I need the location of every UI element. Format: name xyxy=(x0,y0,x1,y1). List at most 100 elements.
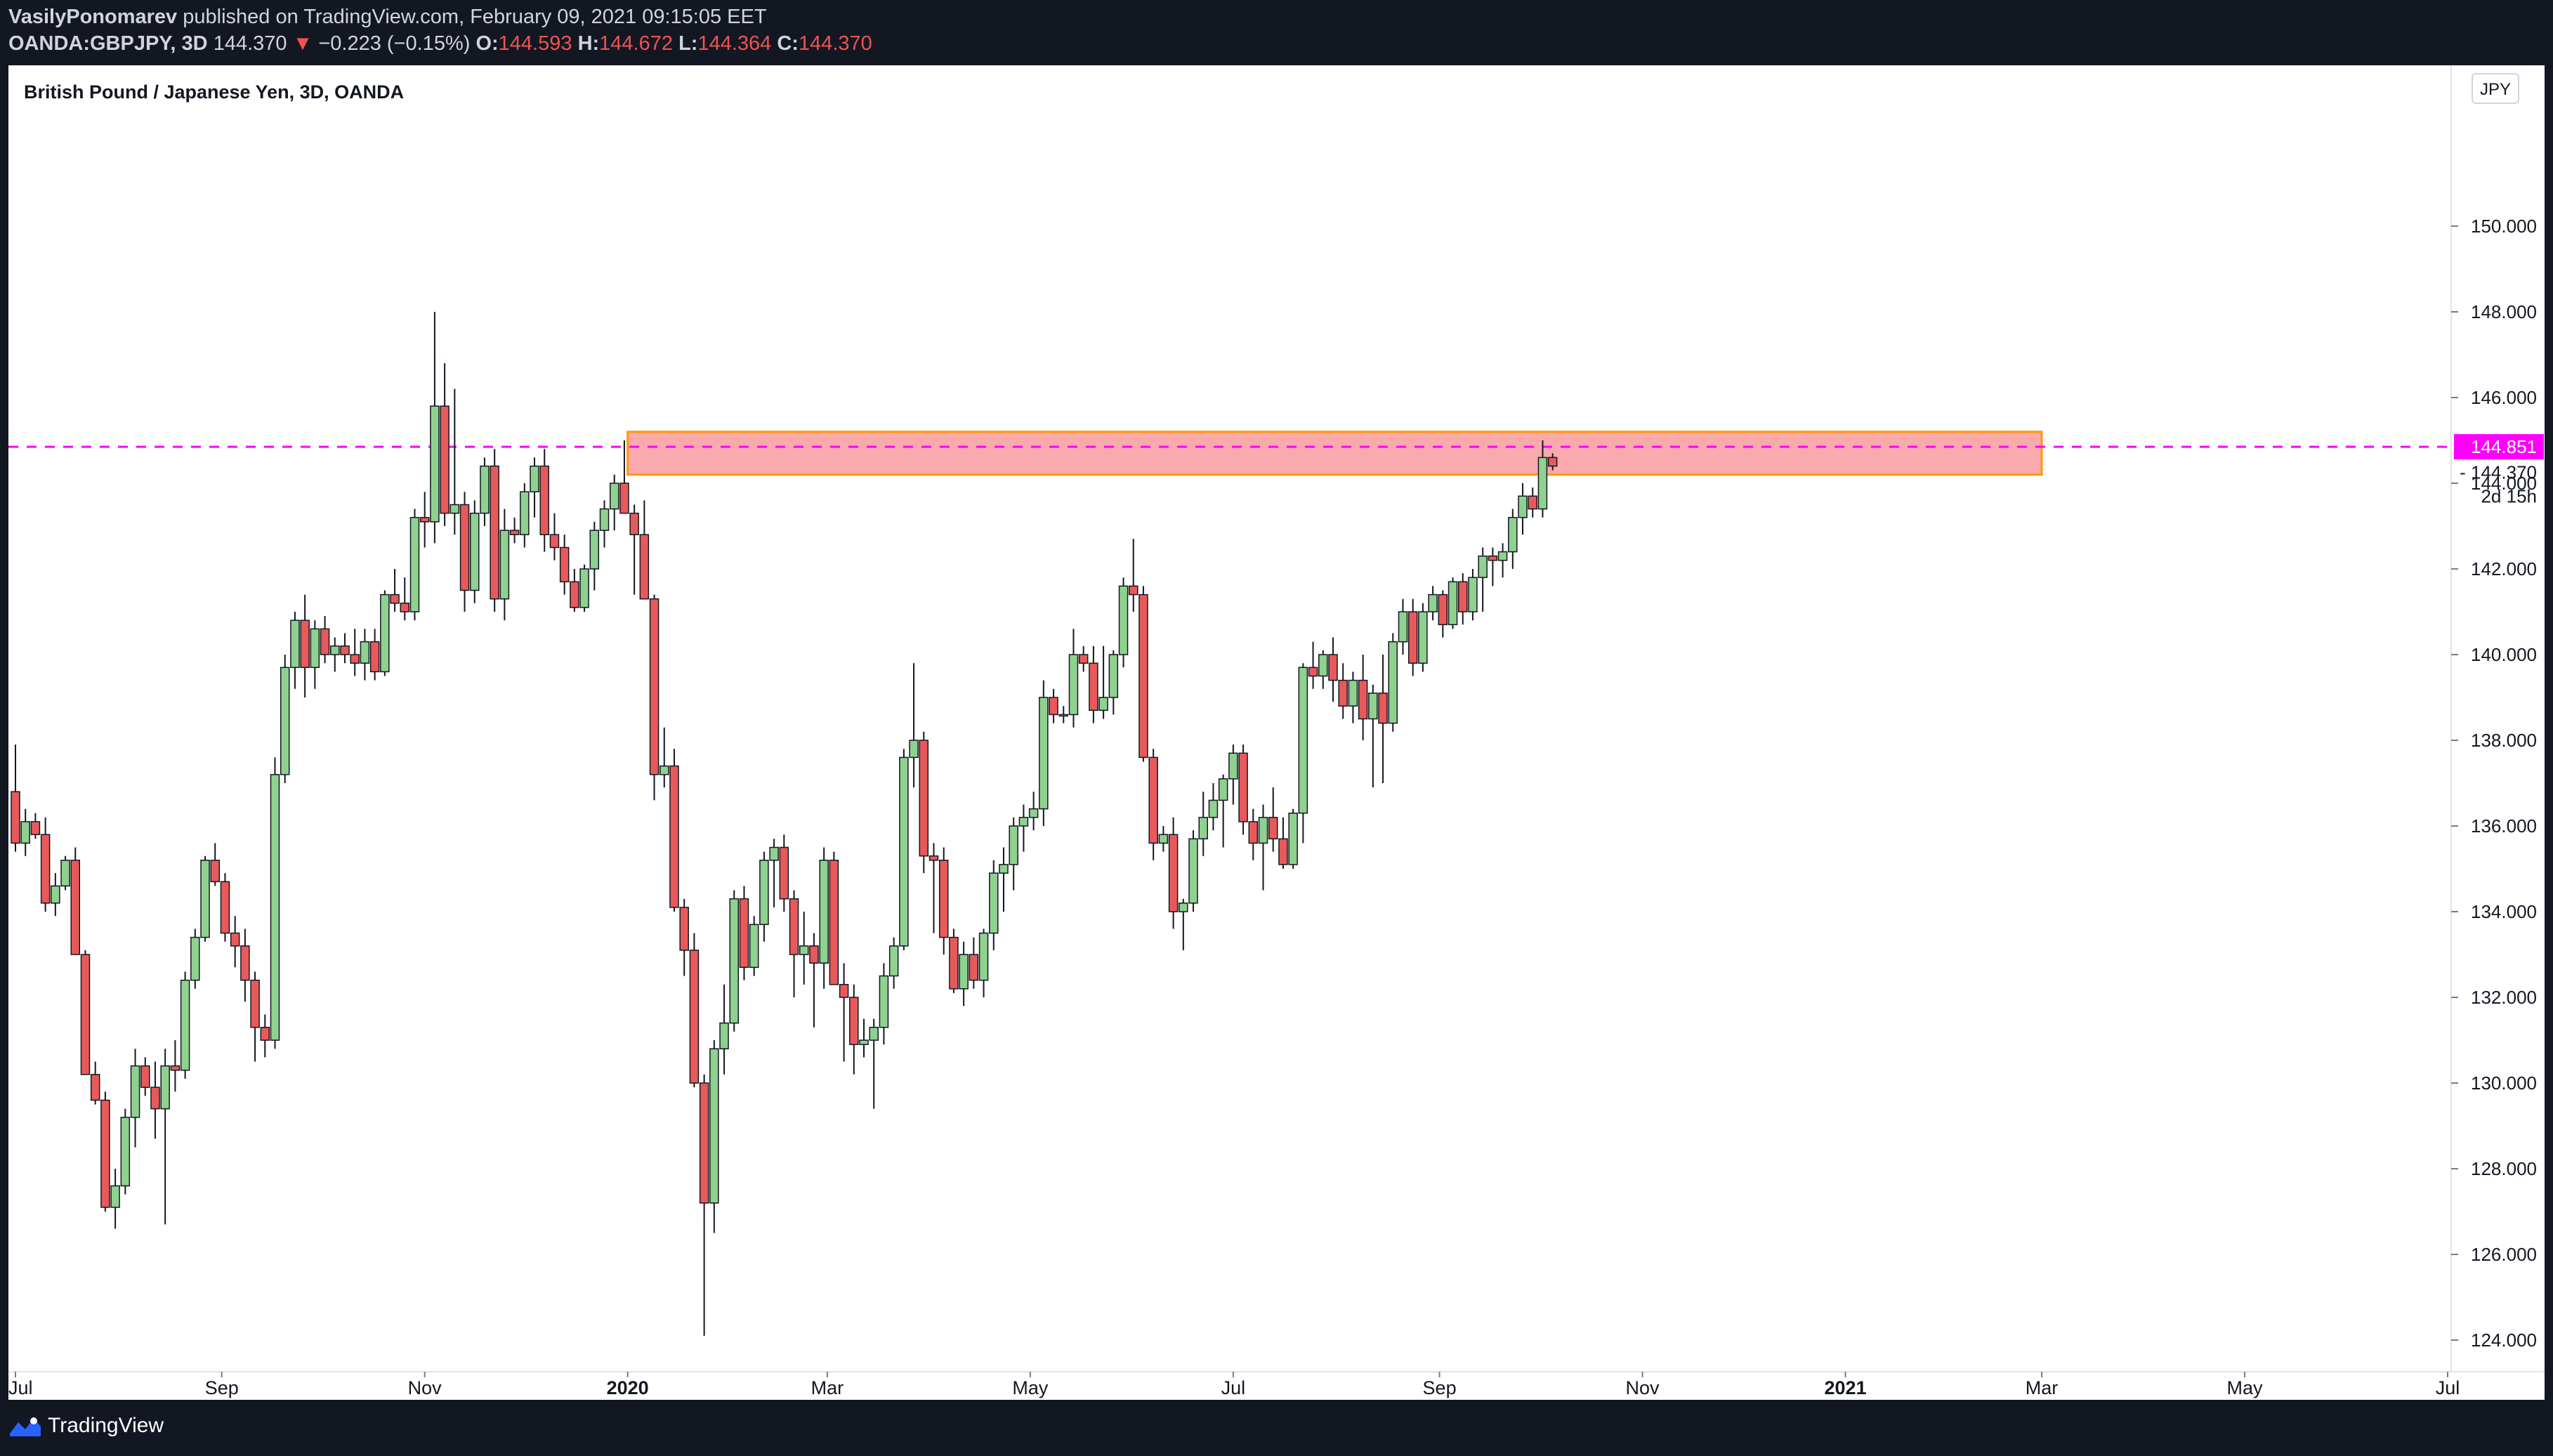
candle[interactable] xyxy=(499,509,510,621)
candle[interactable] xyxy=(419,492,430,548)
horizontal-line-price-tag[interactable]: 144.851 xyxy=(2454,434,2544,460)
candle[interactable] xyxy=(380,590,390,676)
candle[interactable] xyxy=(1248,808,1259,860)
candle[interactable] xyxy=(749,916,759,976)
candle[interactable] xyxy=(200,855,210,942)
candle[interactable] xyxy=(409,509,420,621)
candle[interactable] xyxy=(669,749,679,912)
candle[interactable] xyxy=(1468,569,1478,621)
candle[interactable] xyxy=(140,1057,150,1096)
candle[interactable] xyxy=(240,929,250,1002)
candle[interactable] xyxy=(449,388,460,535)
candle[interactable] xyxy=(839,963,849,1062)
candle[interactable] xyxy=(1378,655,1388,783)
candle[interactable] xyxy=(1188,830,1198,912)
tradingview-brand[interactable]: TradingView xyxy=(48,1414,164,1437)
candle[interactable] xyxy=(769,839,779,907)
candle[interactable] xyxy=(549,513,560,560)
candle[interactable] xyxy=(160,1049,170,1225)
candle[interactable] xyxy=(1208,783,1219,831)
candle[interactable] xyxy=(1108,650,1119,715)
candle[interactable] xyxy=(919,731,929,874)
candle[interactable] xyxy=(280,655,290,783)
candle[interactable] xyxy=(230,916,240,968)
candle[interactable] xyxy=(809,933,819,1028)
candle[interactable] xyxy=(509,517,520,544)
candle[interactable] xyxy=(759,851,769,942)
candle[interactable] xyxy=(470,500,480,603)
candle[interactable] xyxy=(260,1014,270,1058)
candle[interactable] xyxy=(1068,629,1079,728)
candle[interactable] xyxy=(270,757,280,1049)
candle[interactable] xyxy=(369,629,380,681)
candle[interactable] xyxy=(619,440,629,514)
candle[interactable] xyxy=(340,633,350,664)
candle[interactable] xyxy=(799,912,809,985)
candle[interactable] xyxy=(290,612,300,689)
candle[interactable] xyxy=(1128,539,1138,612)
candle[interactable] xyxy=(679,898,689,976)
candle[interactable] xyxy=(779,834,789,912)
candle[interactable] xyxy=(1497,543,1508,578)
candle[interactable] xyxy=(579,564,589,612)
candle[interactable] xyxy=(40,817,51,912)
candle[interactable] xyxy=(1478,547,1488,612)
candle[interactable] xyxy=(1138,586,1148,762)
candle[interactable] xyxy=(659,727,669,788)
candle[interactable] xyxy=(899,749,909,950)
candle[interactable] xyxy=(70,847,81,955)
candle[interactable] xyxy=(1218,774,1228,848)
candle[interactable] xyxy=(1508,509,1518,569)
candle[interactable] xyxy=(1388,633,1398,732)
candle[interactable] xyxy=(888,937,899,989)
candle[interactable] xyxy=(978,929,989,997)
candle[interactable] xyxy=(859,1018,869,1058)
candle[interactable] xyxy=(959,941,969,1006)
candle[interactable] xyxy=(969,937,979,989)
candle[interactable] xyxy=(210,843,220,886)
candlestick-chart[interactable]: 150.000 148.000 146.000 144.000 142.000 140.0… xyxy=(8,65,2545,1400)
candle[interactable] xyxy=(559,534,570,595)
candle[interactable] xyxy=(180,971,190,1079)
candle[interactable] xyxy=(1298,663,1308,844)
candle[interactable] xyxy=(400,577,410,621)
candle[interactable] xyxy=(1288,808,1298,869)
candle[interactable] xyxy=(649,594,659,801)
author-name[interactable]: VasilyPonomarev xyxy=(8,6,178,28)
currency-badge[interactable]: JPY xyxy=(2472,73,2519,104)
candle[interactable] xyxy=(789,890,799,998)
candle[interactable] xyxy=(719,984,729,1075)
candle[interactable] xyxy=(1348,671,1358,723)
candle[interactable] xyxy=(1488,547,1498,586)
candle[interactable] xyxy=(539,449,549,552)
candle[interactable] xyxy=(639,500,650,600)
candle[interactable] xyxy=(1049,688,1058,723)
candle[interactable] xyxy=(1407,598,1418,676)
candle[interactable] xyxy=(120,1108,131,1195)
candle[interactable] xyxy=(1078,645,1089,672)
candle[interactable] xyxy=(1089,645,1098,723)
candle[interactable] xyxy=(60,855,70,891)
candle[interactable] xyxy=(20,808,30,856)
candle[interactable] xyxy=(879,963,889,1045)
candle[interactable] xyxy=(819,847,829,989)
candle[interactable] xyxy=(949,929,959,993)
candle[interactable] xyxy=(1278,817,1288,869)
candle[interactable] xyxy=(1148,749,1158,860)
candle[interactable] xyxy=(390,569,400,612)
candle[interactable] xyxy=(1457,573,1468,625)
candle[interactable] xyxy=(999,847,1009,912)
candle[interactable] xyxy=(150,1061,160,1139)
candle[interactable] xyxy=(1438,590,1448,638)
candle[interactable] xyxy=(829,851,839,985)
candle[interactable] xyxy=(1338,663,1348,719)
candle[interactable] xyxy=(1158,826,1169,852)
candle[interactable] xyxy=(130,1049,140,1148)
candle[interactable] xyxy=(589,521,600,591)
candle[interactable] xyxy=(928,843,939,933)
candle[interactable] xyxy=(689,933,700,1088)
candle[interactable] xyxy=(459,492,470,612)
candle[interactable] xyxy=(1398,598,1408,655)
candle[interactable] xyxy=(110,1169,120,1229)
candle[interactable] xyxy=(1258,804,1268,891)
